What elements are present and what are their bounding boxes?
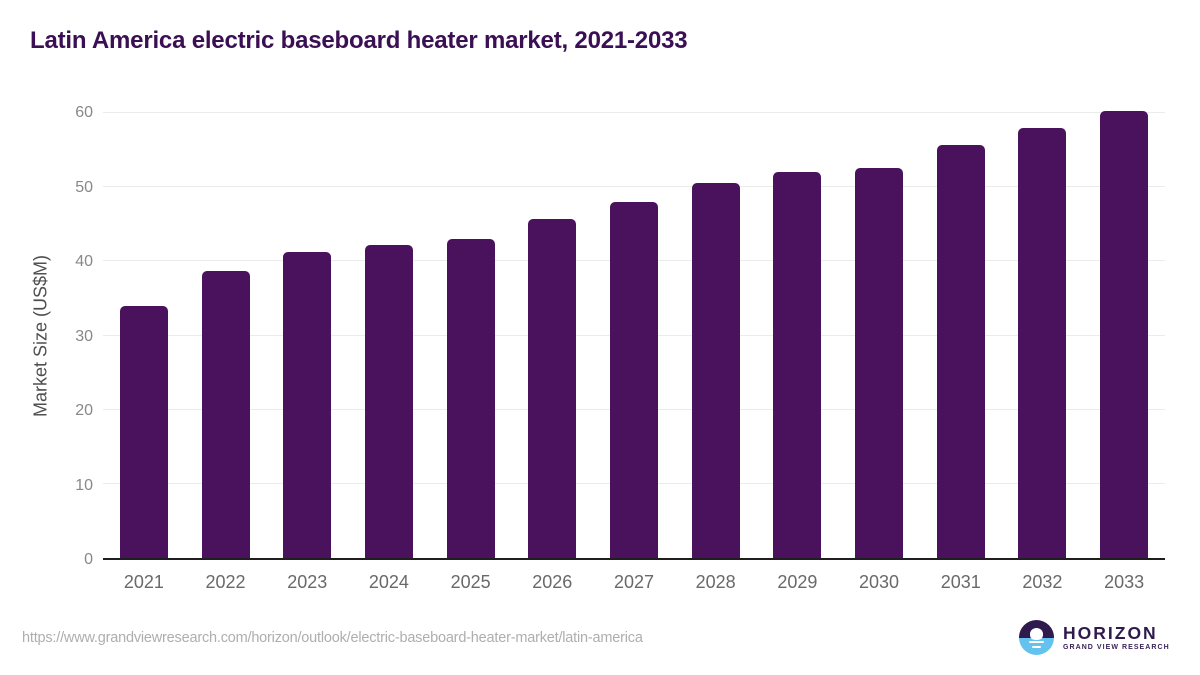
bar-2024: [364, 245, 413, 558]
bar-2025: [446, 239, 495, 558]
logo-sub-brand: GRAND VIEW RESEARCH: [1063, 644, 1170, 652]
x-tick-label: 2030: [859, 572, 900, 592]
bar-slot: [348, 113, 430, 558]
y-tick-label: 40: [75, 253, 93, 271]
x-tick-label: 2021: [123, 572, 164, 592]
bar-2028: [691, 183, 740, 558]
bar-slot: [266, 113, 348, 558]
bar-slot: [511, 113, 593, 558]
bar-slot: [430, 113, 512, 558]
gridline: [103, 112, 1165, 113]
y-tick-label: 0: [84, 551, 93, 568]
x-tick-label: 2024: [368, 572, 409, 592]
bar-2022: [201, 270, 250, 558]
bar-slot: [185, 113, 267, 558]
gridline: [103, 186, 1165, 188]
y-tick-label: 50: [75, 178, 93, 196]
x-tick-label: 2031: [940, 572, 981, 592]
x-tick-label: 2027: [613, 572, 654, 592]
bar-slot: [103, 113, 185, 558]
x-tick-label: 2033: [1104, 572, 1145, 592]
x-tick-label: 2025: [450, 572, 491, 592]
bar-2030: [855, 167, 904, 558]
y-tick-label: 30: [75, 327, 93, 345]
bar-2031: [936, 144, 985, 558]
bar-slot: [675, 113, 757, 558]
bar-slot: [1083, 110, 1165, 558]
bar-2026: [528, 219, 577, 558]
sun-reflection-line: [1032, 645, 1041, 649]
source-url: https://www.grandviewresearch.com/horizo…: [22, 630, 643, 646]
y-tick-label: 60: [75, 104, 93, 121]
logo-text: HORIZON GRAND VIEW RESEARCH: [1063, 622, 1170, 652]
x-tick-label: 2022: [205, 572, 246, 592]
bar-slot: [593, 113, 675, 558]
y-tick-label: 20: [75, 402, 93, 420]
x-tick-label: 2023: [287, 572, 328, 592]
sun-shape: [1030, 628, 1043, 640]
y-tick-label: 10: [75, 476, 93, 494]
plot-area: [103, 110, 1165, 560]
horizon-sun-icon: [1019, 620, 1054, 655]
horizon-logo: HORIZON GRAND VIEW RESEARCH: [1019, 620, 1170, 655]
x-tick-label: 2028: [695, 572, 736, 592]
x-tick-labels: 2021 2022 2023 2024 2025 2026 2027 2028 2029 2030…: [103, 572, 1165, 593]
sun-reflection-line: [1029, 640, 1044, 644]
bar-2033: [1100, 110, 1149, 558]
bar-2029: [773, 172, 822, 558]
x-tick-label: 2026: [532, 572, 573, 592]
logo-brand: HORIZON: [1063, 622, 1158, 643]
y-tick-labels: 0 10 20 30 40 50 60: [40, 105, 93, 568]
x-tick-label: 2029: [777, 572, 818, 592]
chart-title: Latin America electric baseboard heater …: [30, 27, 688, 54]
bar-slot: [838, 113, 920, 558]
bar-2027: [609, 202, 658, 558]
bar-slot: [1002, 113, 1084, 558]
x-tick-label: 2032: [1022, 572, 1063, 592]
bar-slot: [920, 113, 1002, 558]
bar-2021: [119, 305, 168, 558]
bar-2032: [1018, 127, 1067, 558]
bar-2023: [283, 252, 332, 558]
bar-slot: [757, 113, 839, 558]
bars: [103, 110, 1165, 558]
